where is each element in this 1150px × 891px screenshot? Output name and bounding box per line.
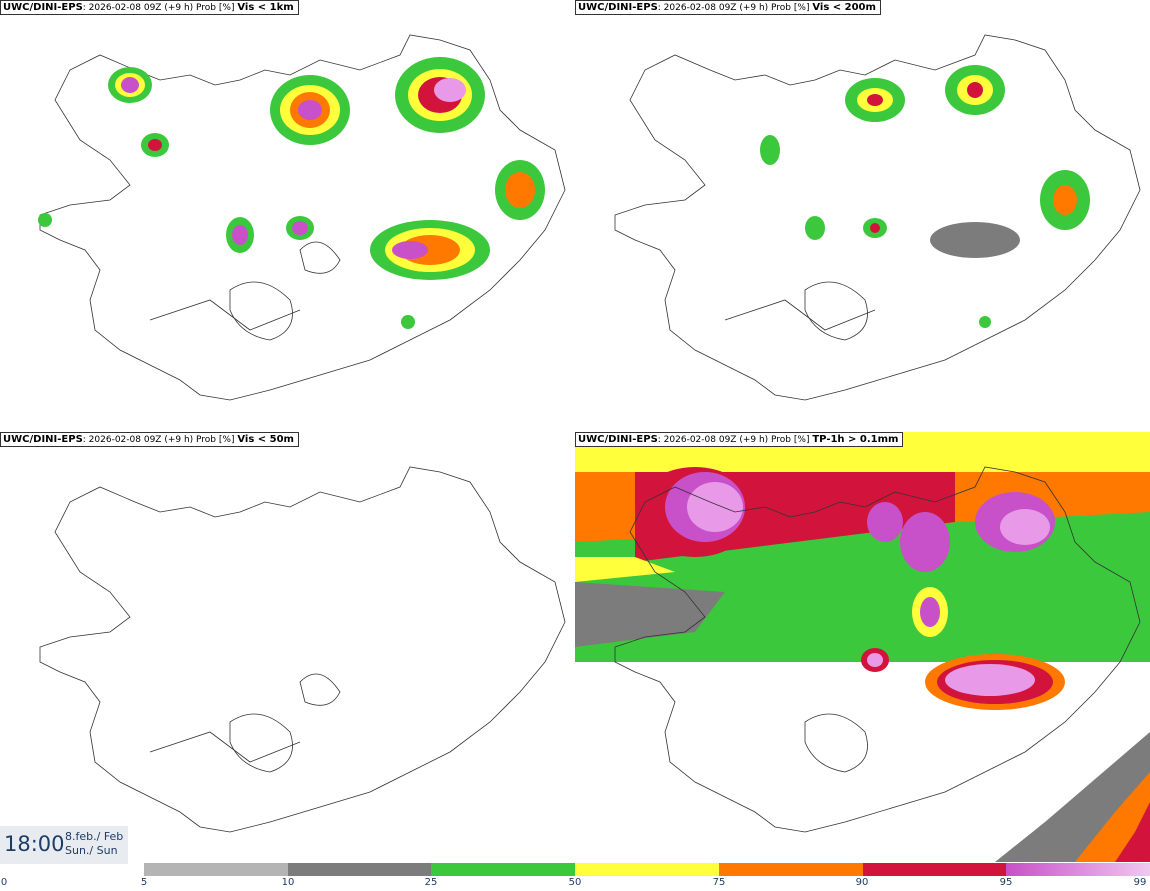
valid-date: 8.feb./ Feb Sun./ Sun <box>65 830 124 857</box>
map-panel-vis-50m: UWC/DINI-EPS: 2026-02-08 09Z (+9 h) Prob… <box>0 432 575 862</box>
panel-title: UWC/DINI-EPS: 2026-02-08 09Z (+9 h) Prob… <box>575 0 881 15</box>
panel-title: UWC/DINI-EPS: 2026-02-08 09Z (+9 h) Prob… <box>0 432 299 447</box>
panel-title: UWC/DINI-EPS: 2026-02-08 09Z (+9 h) Prob… <box>575 432 904 447</box>
legend-tick: 25 <box>424 877 438 888</box>
panel-title: UWC/DINI-EPS: 2026-02-08 09Z (+9 h) Prob… <box>0 0 299 15</box>
legend-swatch <box>287 863 432 876</box>
legend-tick: 5 <box>140 877 148 888</box>
valid-time: 18:00 <box>4 832 65 856</box>
coastline <box>39 34 566 401</box>
coastline <box>614 466 1141 833</box>
legend-swatch <box>431 863 576 876</box>
legend-swatch <box>862 863 1007 876</box>
map-panel-vis-1km: UWC/DINI-EPS: 2026-02-08 09Z (+9 h) Prob… <box>0 0 575 430</box>
coastline <box>39 466 566 833</box>
legend-tick: 0 <box>0 877 8 888</box>
legend-tick: 10 <box>281 877 295 888</box>
iceland-map <box>39 466 566 833</box>
iceland-map <box>575 432 1150 862</box>
legend-swatch <box>1006 863 1150 876</box>
legend-tick: 99 <box>1133 877 1147 888</box>
precip-prob-field <box>38 57 545 329</box>
iceland-map <box>614 34 1141 401</box>
precip-prob-field <box>760 65 1090 328</box>
valid-time-box: 18:00 8.feb./ Feb Sun./ Sun <box>0 826 128 864</box>
legend-tick: 75 <box>712 877 726 888</box>
iceland-map <box>38 34 566 401</box>
map-panel-tp-1h: UWC/DINI-EPS: 2026-02-08 09Z (+9 h) Prob… <box>575 432 1150 862</box>
map-panel-vis-200m: UWC/DINI-EPS: 2026-02-08 09Z (+9 h) Prob… <box>575 0 1150 430</box>
precip-prob-field <box>575 432 1150 862</box>
legend-swatch <box>575 863 719 876</box>
coastline <box>614 34 1141 401</box>
color-legend <box>144 863 1150 876</box>
legend-tick: 90 <box>855 877 869 888</box>
legend-swatch <box>144 863 288 876</box>
legend-swatch <box>718 863 863 876</box>
legend-tick: 50 <box>568 877 582 888</box>
legend-tick: 95 <box>999 877 1013 888</box>
